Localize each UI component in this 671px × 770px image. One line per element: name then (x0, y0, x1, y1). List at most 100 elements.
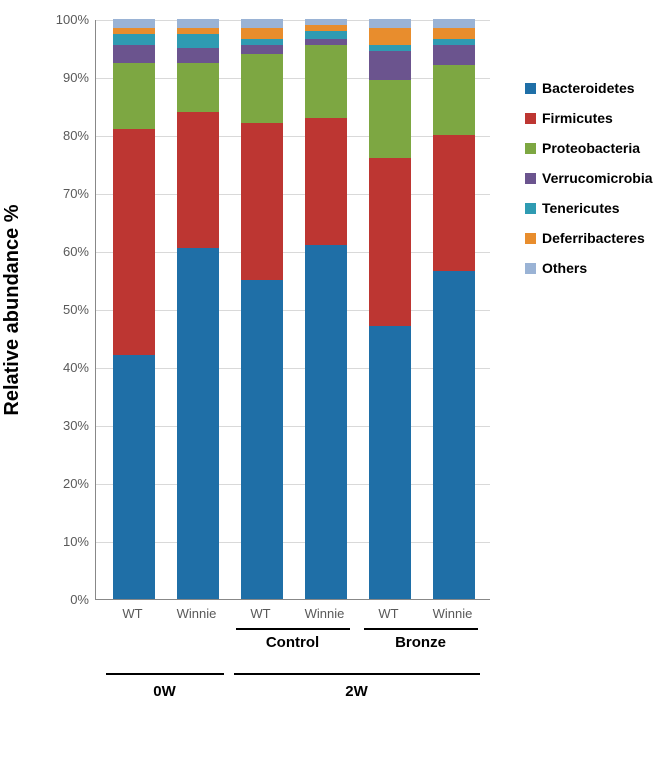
bar-segment-tenericutes (433, 39, 475, 45)
category-label: Winnie (295, 606, 355, 621)
bar-segment-proteobacteria (305, 45, 347, 118)
bar-segment-firmicutes (369, 158, 411, 326)
super-group-label: 2W (327, 683, 387, 700)
y-tick-label: 60% (47, 244, 89, 259)
bar-segment-verrucomicrobia (177, 48, 219, 63)
bar-segment-tenericutes (241, 39, 283, 45)
bar-segment-deferribacteres (241, 28, 283, 40)
bar-segment-firmicutes (305, 118, 347, 246)
bar-segment-deferribacteres (177, 28, 219, 34)
bar-segment-others (241, 19, 283, 28)
bar-segment-verrucomicrobia (241, 45, 283, 54)
bar-segment-firmicutes (177, 112, 219, 248)
super-group-label: 0W (135, 683, 195, 700)
legend-swatch (525, 113, 536, 124)
gridline (96, 78, 490, 79)
legend-label: Verrucomicrobia (542, 170, 653, 186)
bar-segment-proteobacteria (433, 65, 475, 135)
bar-segment-deferribacteres (433, 28, 475, 40)
legend-swatch (525, 263, 536, 274)
plot-area (95, 20, 490, 600)
legend-item: Tenericutes (525, 200, 653, 216)
category-label: Winnie (423, 606, 483, 621)
bar (177, 20, 219, 599)
bar-segment-proteobacteria (113, 63, 155, 130)
category-label: WT (103, 606, 163, 621)
gridline (96, 136, 490, 137)
bar-segment-bacteroidetes (177, 248, 219, 599)
bar-segment-others (177, 19, 219, 28)
bar-segment-bacteroidetes (113, 355, 155, 599)
bar-segment-tenericutes (369, 45, 411, 51)
legend-label: Deferribacteres (542, 230, 645, 246)
bar-segment-proteobacteria (241, 54, 283, 124)
bar-segment-bacteroidetes (241, 280, 283, 599)
category-label: WT (359, 606, 419, 621)
gridline (96, 542, 490, 543)
bar-segment-bacteroidetes (369, 326, 411, 599)
category-label: Winnie (167, 606, 227, 621)
bar-segment-proteobacteria (369, 80, 411, 158)
bar (305, 20, 347, 599)
y-tick-label: 20% (47, 476, 89, 491)
bar-segment-verrucomicrobia (305, 39, 347, 45)
legend-item: Others (525, 260, 653, 276)
sub-group-bar (236, 628, 350, 630)
bar-segment-others (433, 19, 475, 28)
y-tick-label: 100% (47, 12, 89, 27)
legend-item: Proteobacteria (525, 140, 653, 156)
legend-label: Others (542, 260, 587, 276)
y-tick-label: 80% (47, 128, 89, 143)
y-tick-label: 30% (47, 418, 89, 433)
bar-segment-tenericutes (113, 34, 155, 46)
bar-segment-proteobacteria (177, 63, 219, 112)
gridline (96, 20, 490, 21)
gridline (96, 310, 490, 311)
category-label: WT (231, 606, 291, 621)
bar-segment-deferribacteres (369, 28, 411, 45)
sub-group-label: Control (253, 634, 333, 651)
legend-item: Deferribacteres (525, 230, 653, 246)
legend-label: Tenericutes (542, 200, 620, 216)
bar-segment-bacteroidetes (305, 245, 347, 599)
legend-swatch (525, 83, 536, 94)
bar (241, 20, 283, 599)
bar-segment-bacteroidetes (433, 271, 475, 599)
y-tick-label: 90% (47, 70, 89, 85)
sub-group-label: Bronze (381, 634, 461, 651)
bar-segment-tenericutes (305, 31, 347, 40)
bar-segment-others (113, 19, 155, 28)
y-tick-label: 70% (47, 186, 89, 201)
legend-label: Firmicutes (542, 110, 613, 126)
gridline (96, 368, 490, 369)
sub-group-bar (364, 628, 478, 630)
bar-segment-deferribacteres (113, 28, 155, 34)
legend-label: Proteobacteria (542, 140, 640, 156)
legend-item: Verrucomicrobia (525, 170, 653, 186)
super-group-bar (106, 673, 224, 675)
y-axis-title: Relative abundance % (1, 204, 24, 415)
y-tick-label: 0% (47, 592, 89, 607)
legend-item: Bacteroidetes (525, 80, 653, 96)
bar-segment-firmicutes (241, 123, 283, 280)
y-tick-label: 50% (47, 302, 89, 317)
bar-segment-verrucomicrobia (113, 45, 155, 62)
bar-segment-others (369, 19, 411, 28)
gridline (96, 252, 490, 253)
bar (369, 20, 411, 599)
super-group-bar (234, 673, 480, 675)
bar-segment-firmicutes (113, 129, 155, 355)
y-tick-label: 40% (47, 360, 89, 375)
gridline (96, 194, 490, 195)
legend-swatch (525, 233, 536, 244)
gridline (96, 426, 490, 427)
bar (113, 20, 155, 599)
bar-segment-deferribacteres (305, 25, 347, 31)
bar (433, 20, 475, 599)
legend-item: Firmicutes (525, 110, 653, 126)
bar-segment-tenericutes (177, 34, 219, 49)
y-tick-label: 10% (47, 534, 89, 549)
legend-swatch (525, 173, 536, 184)
bar-segment-verrucomicrobia (433, 45, 475, 65)
bar-segment-others (305, 19, 347, 25)
